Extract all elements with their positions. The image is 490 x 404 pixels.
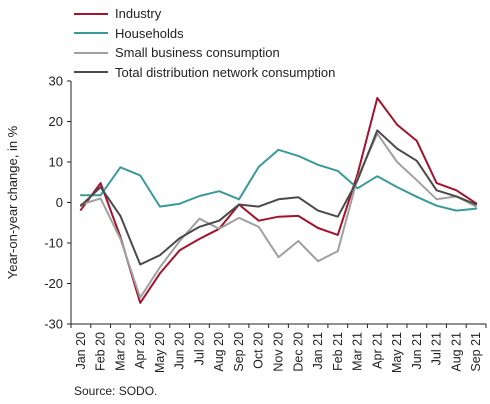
x-tick-label: Oct 20 <box>252 332 266 369</box>
legend-item-industry: Industry <box>74 4 335 24</box>
x-tick-label: Jun 20 <box>173 332 187 370</box>
legend-swatch <box>74 71 108 74</box>
legend-item-small-business: Small business consumption <box>74 43 335 63</box>
x-tick-label: Apr 21 <box>370 332 384 369</box>
legend-label: Total distribution network consumption <box>115 64 336 80</box>
legend-item-households: Households <box>74 24 335 44</box>
y-tick-label: -30 <box>44 317 63 332</box>
x-tick-label: Sep 21 <box>469 332 483 372</box>
x-tick-label: Aug 21 <box>449 332 463 372</box>
legend-label: Small business consumption <box>115 45 280 61</box>
y-tick-label: -20 <box>44 276 63 291</box>
x-tick-label: Jan 21 <box>311 332 325 370</box>
source-note: Source: SODO. <box>74 384 158 398</box>
y-tick-label: 20 <box>49 114 63 129</box>
x-tick-label: Dec 20 <box>291 332 305 372</box>
chart-axes: -30 -20 -10 0 10 20 30 Year-on-year change, in … <box>5 74 487 373</box>
y-tick-label: 0 <box>56 195 63 210</box>
y-tick-label: 10 <box>49 155 63 170</box>
x-tick-label: Mar 21 <box>351 332 365 371</box>
legend-swatch <box>74 12 108 15</box>
x-tick-label: May 20 <box>153 332 167 373</box>
series-line-households <box>79 148 478 212</box>
series-line-industry <box>79 97 478 304</box>
series-line-small-business-consumption <box>79 132 478 299</box>
y-tick-label: -10 <box>44 236 63 251</box>
y-tick-label: 30 <box>49 74 63 89</box>
x-tick-label: Sep 20 <box>232 332 246 372</box>
x-tick-label: Jan 20 <box>74 332 88 370</box>
chart-legend: Industry Households Small business consu… <box>74 4 335 82</box>
x-tick-label: Aug 20 <box>212 332 226 372</box>
x-tick-label: Nov 20 <box>272 332 286 372</box>
x-tick-label: May 21 <box>390 332 404 373</box>
legend-label: Industry <box>115 6 162 22</box>
x-tick-label: Jul 20 <box>192 332 206 365</box>
legend-label: Households <box>115 25 184 41</box>
legend-item-total-distribution: Total distribution network consumption <box>74 63 335 83</box>
x-tick-label: Jun 21 <box>410 332 424 370</box>
legend-swatch <box>74 51 108 54</box>
chart-series <box>79 97 478 304</box>
y-axis-title: Year-on-year change, in % <box>5 125 20 279</box>
legend-swatch <box>74 32 108 35</box>
x-tick-label: Apr 20 <box>133 332 147 369</box>
x-tick-label: Feb 20 <box>94 332 108 371</box>
x-tick-label: Feb 21 <box>331 332 345 371</box>
series-line-total-distribution-network-consumption <box>79 129 478 266</box>
x-tick-label: Mar 20 <box>113 332 127 371</box>
x-tick-label: Jul 21 <box>430 332 444 365</box>
